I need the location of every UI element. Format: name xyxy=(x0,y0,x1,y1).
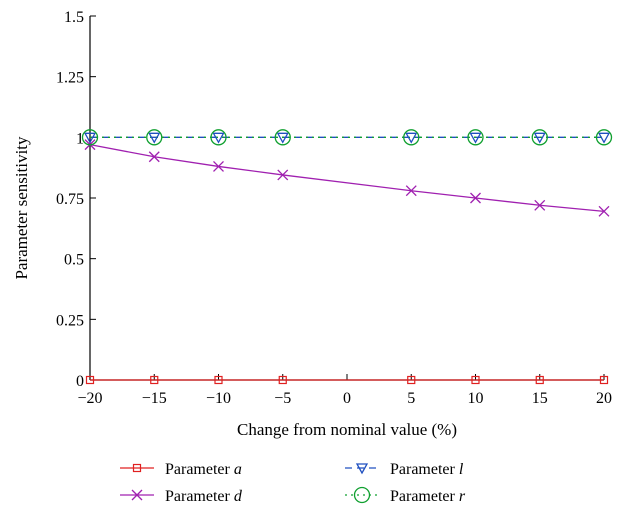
data-point-a xyxy=(407,375,416,385)
data-point-r xyxy=(210,129,227,146)
legend-marker xyxy=(355,463,369,475)
data-point-d xyxy=(277,169,289,181)
data-point-d xyxy=(405,185,417,197)
legend-item-d: Parameter d xyxy=(120,488,243,505)
data-point-l xyxy=(212,132,225,144)
data-point-l xyxy=(148,132,161,144)
data-point-r xyxy=(81,129,99,146)
data-point-r xyxy=(403,129,420,146)
data-point-l xyxy=(597,132,611,144)
data-point-d xyxy=(598,205,610,217)
data-point-a xyxy=(214,375,223,385)
y-tick-label: 0.75 xyxy=(56,191,84,208)
data-point-r xyxy=(595,129,613,146)
marker-stroke xyxy=(405,185,417,197)
marker-stroke xyxy=(131,489,143,501)
marker-stroke xyxy=(148,151,160,163)
x-tick-label: −10 xyxy=(206,390,231,407)
marker-stroke xyxy=(213,160,224,172)
data-point-d xyxy=(534,199,546,211)
y-tick-label: 1.5 xyxy=(64,9,84,26)
series-markers xyxy=(81,129,613,385)
x-axis-label: Change from nominal value (%) xyxy=(237,420,457,439)
x-tick-label: 0 xyxy=(343,390,351,407)
legend-marker xyxy=(353,486,371,504)
x-tick-label: −5 xyxy=(274,390,291,407)
y-tick-label: 1.25 xyxy=(56,70,84,87)
legend-item-r: Parameter r xyxy=(345,486,466,505)
data-point-a xyxy=(85,375,95,385)
legend-label: Parameter d xyxy=(165,488,243,505)
data-point-l xyxy=(533,132,546,144)
y-tick-label: 0.5 xyxy=(64,252,84,269)
data-point-d xyxy=(470,192,481,204)
data-point-a xyxy=(278,375,287,385)
x-tick-label: −20 xyxy=(77,390,102,407)
x-tick-label: 10 xyxy=(468,390,484,407)
data-point-l xyxy=(83,132,97,144)
legend-item-l: Parameter l xyxy=(345,461,464,478)
legend-item-a: Parameter a xyxy=(120,461,242,478)
data-point-r xyxy=(467,129,484,146)
legend: Parameter a Parameter l Parameter d Paramet… xyxy=(120,461,466,505)
legend-marker xyxy=(131,489,143,501)
data-point-d xyxy=(148,151,160,163)
data-point-a xyxy=(471,375,480,385)
data-point-l xyxy=(469,132,482,144)
y-ticks: 0 0.25 0.5 0.75 1 1.25 1.5 xyxy=(56,9,96,390)
y-tick-label: 0.25 xyxy=(56,312,84,329)
data-point-l xyxy=(276,132,289,144)
y-tick-label: 1 xyxy=(76,130,84,147)
marker-stroke xyxy=(534,199,546,211)
axes xyxy=(89,16,604,381)
x-tick-label: 15 xyxy=(532,390,548,407)
data-point-d xyxy=(213,160,224,172)
x-tick-label: 5 xyxy=(407,390,415,407)
x-ticks: −20 −15 −10 −5 0 5 10 15 20 xyxy=(77,374,612,407)
marker-stroke xyxy=(598,205,610,217)
legend-label: Parameter l xyxy=(390,461,464,478)
data-point-a xyxy=(150,375,159,385)
marker-stroke xyxy=(277,169,289,181)
data-point-a xyxy=(535,375,544,385)
y-tick-label: 0 xyxy=(76,373,84,390)
series-lines xyxy=(89,136,605,381)
legend-label: Parameter a xyxy=(165,461,242,478)
data-point-l xyxy=(405,132,418,144)
legend-label: Parameter r xyxy=(390,488,466,505)
data-point-r xyxy=(146,129,163,146)
x-tick-label: 20 xyxy=(596,390,612,407)
x-tick-label: −15 xyxy=(142,390,167,407)
data-point-a xyxy=(599,375,609,385)
data-point-r xyxy=(531,129,548,146)
series-line-d xyxy=(89,143,605,212)
y-axis-label: Parameter sensitivity xyxy=(12,136,31,280)
marker-stroke xyxy=(470,192,481,204)
legend-marker xyxy=(132,463,142,473)
data-point-r xyxy=(274,129,291,146)
